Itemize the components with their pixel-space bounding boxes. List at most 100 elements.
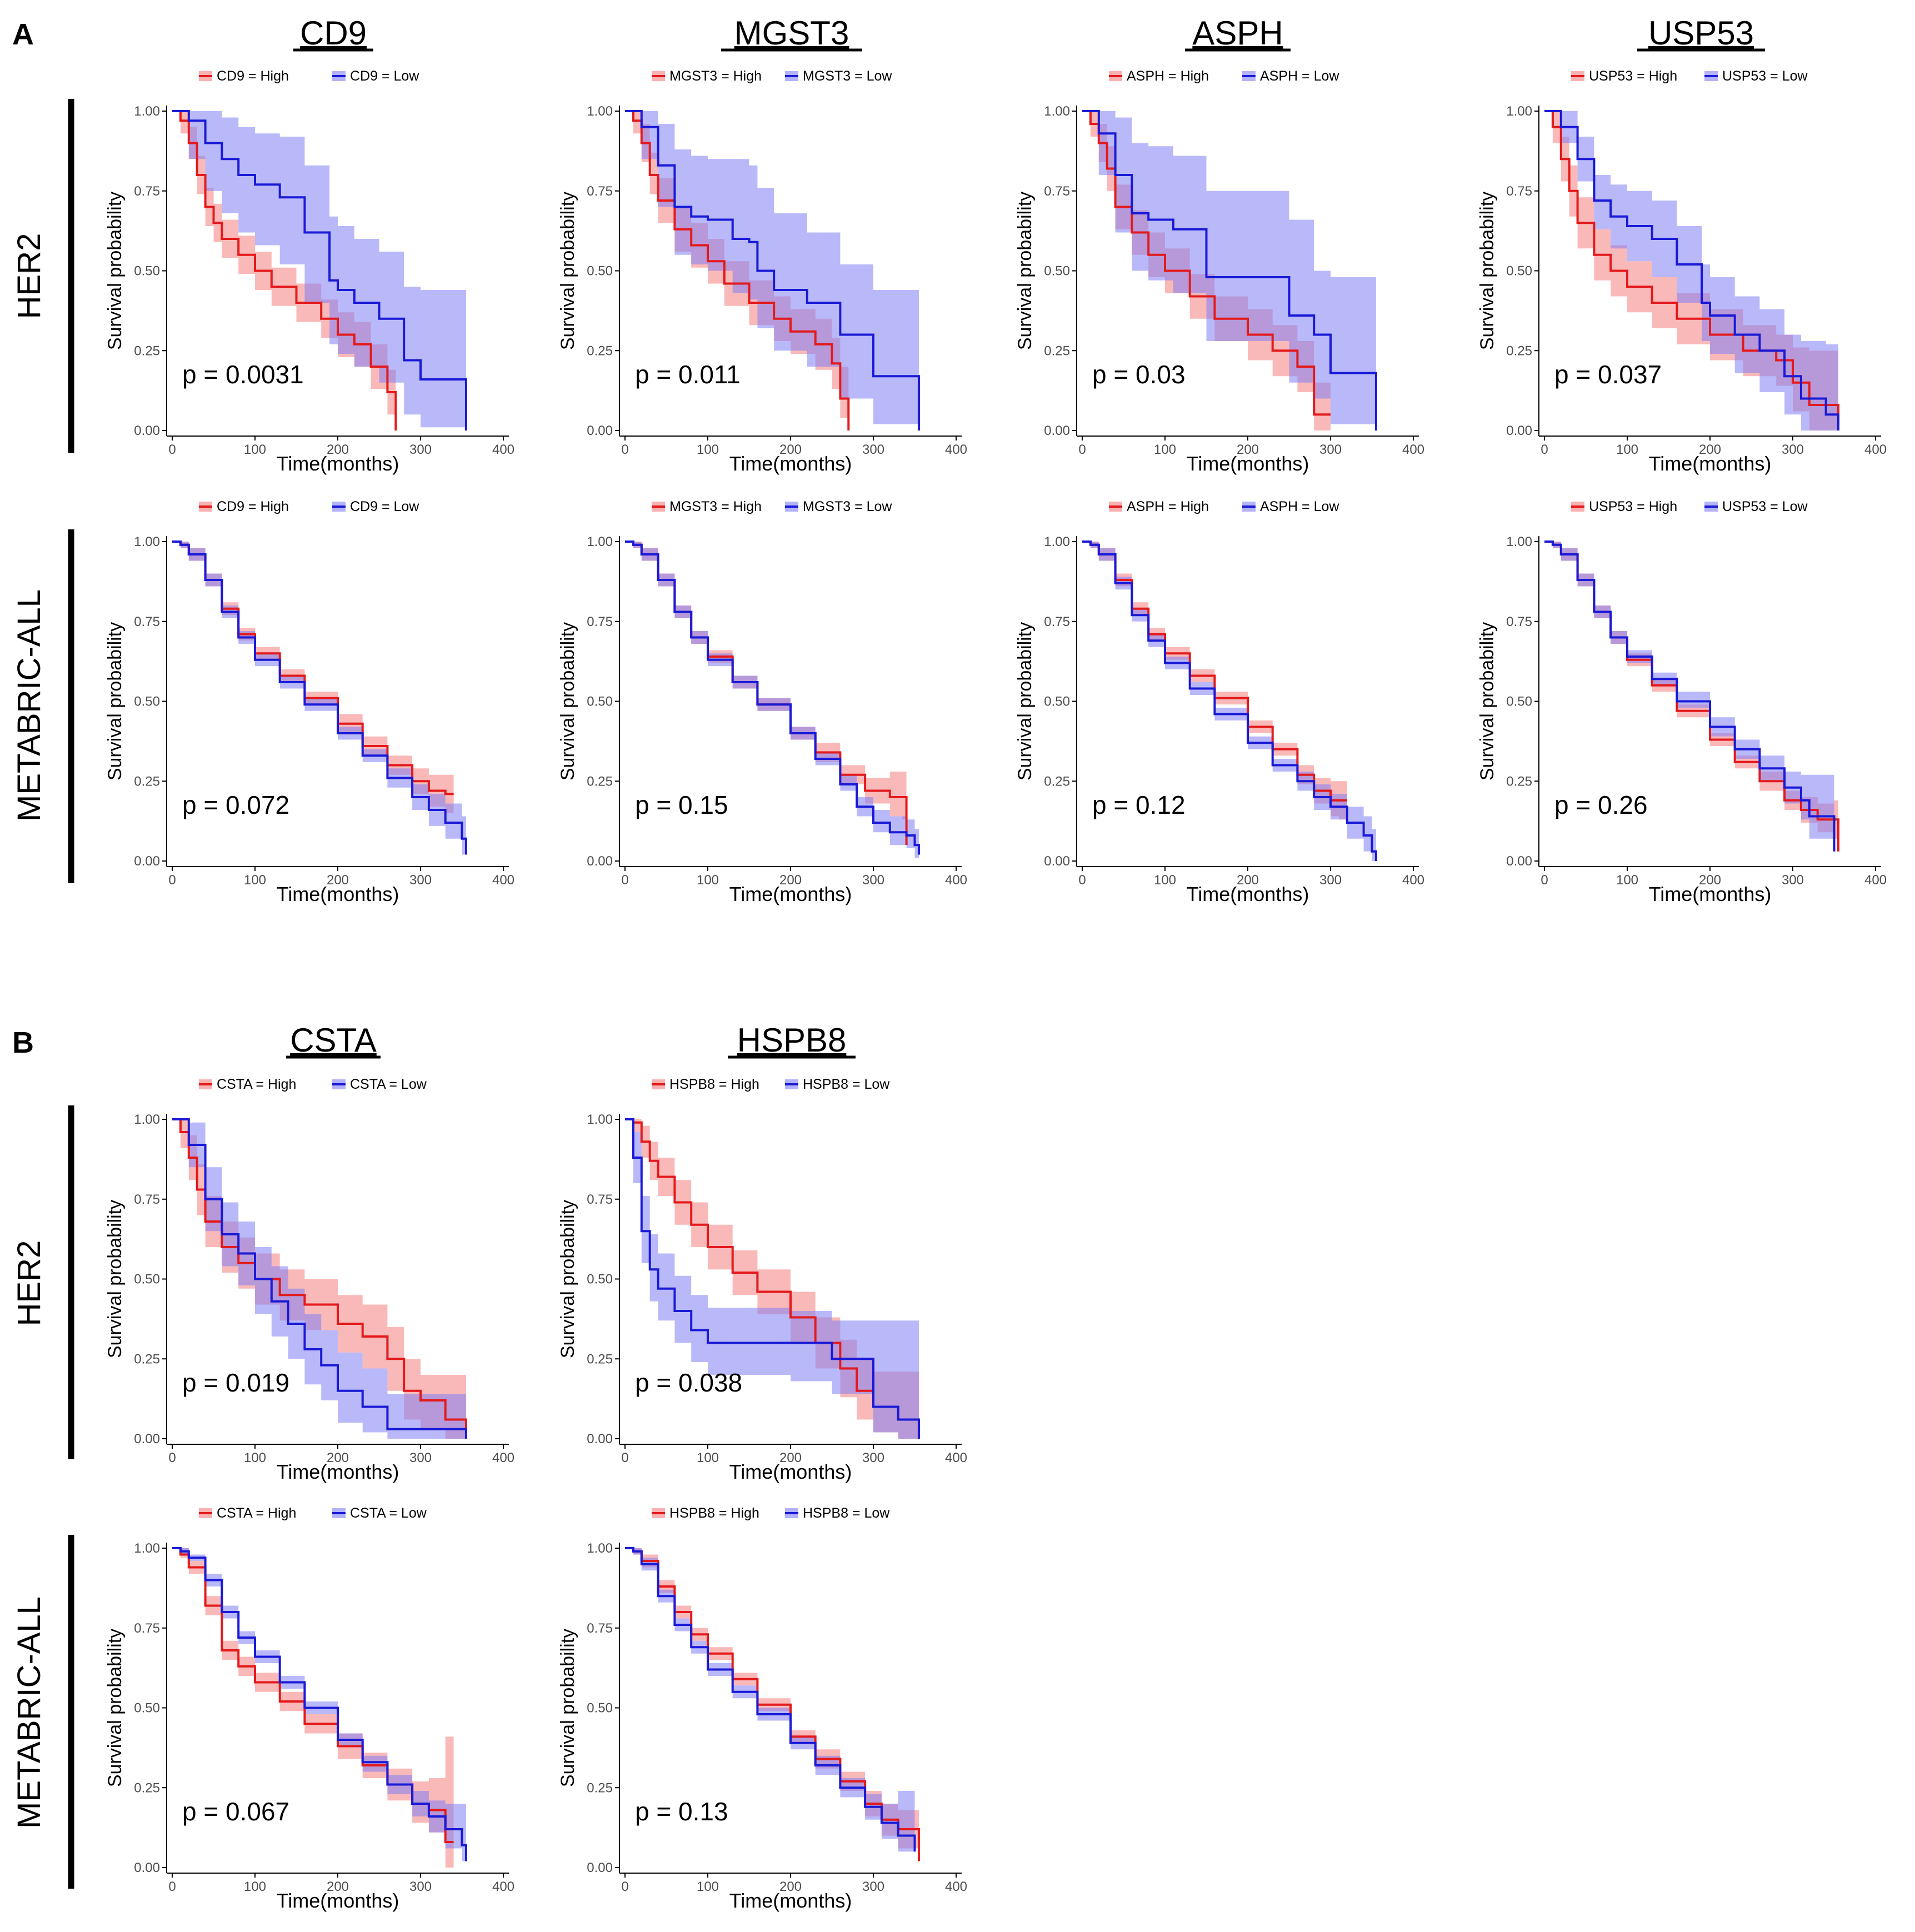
y-axis-title: Survival probability <box>104 1200 126 1358</box>
y-tick-label: 0.75 <box>1044 614 1070 629</box>
gene-title: ASPH <box>1192 14 1283 52</box>
y-tick-label: 0.50 <box>1506 264 1532 279</box>
ci-band-low <box>625 542 919 861</box>
gene-header-cd9: CD9 <box>293 14 373 52</box>
legend: CD9 = High CD9 = Low <box>199 499 419 514</box>
legend-key-low: MGST3 = Low <box>785 68 892 84</box>
x-tick-label: 100 <box>697 873 719 888</box>
x-tick-label: 400 <box>1402 873 1424 888</box>
y-axis-title: Survival probability <box>557 1629 578 1787</box>
km-plot-usp53-metabric: USP53 = High USP53 = Low 0.00 0.25 0.50 0.75 1… <box>1477 499 1887 905</box>
legend-label-high: MGST3 = High <box>669 499 762 514</box>
survival-curve-low <box>172 540 467 855</box>
x-tick-label: 300 <box>1782 873 1804 888</box>
x-tick-label: 100 <box>1616 873 1638 888</box>
y-axis-title: Survival probability <box>1477 622 1498 780</box>
legend-key-low: ASPH = Low <box>1242 68 1339 84</box>
x-axis-title: Time(months) <box>1187 452 1309 475</box>
km-plot-mgst3-metabric: MGST3 = High MGST3 = Low 0.00 0.25 0.50 0.75 1… <box>557 499 967 905</box>
survival-curve-high <box>1544 110 1839 431</box>
km-plot-csta-her2: CSTA = High CSTA = Low 0.00 0.25 0.50 0.75 1.0… <box>104 1077 514 1483</box>
x-tick-label: 400 <box>945 873 967 888</box>
y-tick-label: 0.50 <box>587 1272 613 1287</box>
y-tick-label: 0.50 <box>587 694 613 709</box>
legend-label-low: MGST3 = Low <box>803 499 892 514</box>
y-tick-label: 0.00 <box>1044 423 1070 438</box>
y-tick-label: 0.75 <box>1506 184 1532 199</box>
x-axis-title: Time(months) <box>1187 883 1309 905</box>
y-tick-label: 0.25 <box>1506 774 1532 789</box>
ci-band-low <box>1082 111 1376 431</box>
p-value-label: p = 0.13 <box>635 1797 728 1826</box>
gene-header-usp53: USP53 <box>1637 14 1765 52</box>
ci-band-low <box>172 111 466 431</box>
legend-key-high: HSPB8 = High <box>652 1077 759 1092</box>
survival-curve-high <box>1082 110 1331 416</box>
p-value-label: p = 0.037 <box>1554 360 1662 389</box>
y-tick-label: 0.50 <box>587 264 613 279</box>
y-tick-label: 0.00 <box>587 854 613 869</box>
y-axis-title: Survival probability <box>104 622 126 780</box>
legend-label-high: CD9 = High <box>217 68 289 84</box>
x-tick-label: 100 <box>244 442 266 457</box>
legend-key-high: CSTA = High <box>199 1505 296 1521</box>
x-tick-label: 300 <box>1319 442 1342 457</box>
legend-key-low: CSTA = Low <box>332 1505 427 1521</box>
x-tick-label: 200 <box>779 873 802 888</box>
legend-label-high: CD9 = High <box>217 499 289 514</box>
x-tick-label: 200 <box>1699 873 1721 888</box>
legend-label-high: CSTA = High <box>217 1505 296 1521</box>
x-tick-label: 0 <box>1078 873 1086 888</box>
legend-key-low: USP53 = Low <box>1704 68 1808 84</box>
y-axis-title: Survival probability <box>104 1629 126 1787</box>
y-tick-label: 0.75 <box>1044 184 1070 199</box>
x-tick-label: 400 <box>492 1879 514 1894</box>
gene-title: MGST3 <box>734 14 849 52</box>
y-axis-title: Survival probability <box>104 192 126 350</box>
y-tick-label: 1.00 <box>1506 104 1532 119</box>
x-tick-label: 300 <box>1319 873 1342 888</box>
p-value-label: p = 0.12 <box>1092 790 1186 819</box>
legend-key-low: USP53 = Low <box>1704 499 1808 514</box>
x-axis-title: Time(months) <box>277 1889 399 1912</box>
y-tick-label: 0.50 <box>134 694 160 709</box>
legend-label-low: CD9 = Low <box>350 68 419 84</box>
y-tick-label: 1.00 <box>587 1541 613 1556</box>
p-value-label: p = 0.067 <box>182 1797 289 1826</box>
survival-curve-high <box>625 110 850 431</box>
km-plot-asph-metabric: ASPH = High ASPH = Low 0.00 0.25 0.50 0.75 1.0… <box>1014 499 1424 905</box>
x-tick-label: 200 <box>779 1450 802 1465</box>
p-value-label: p = 0.038 <box>635 1368 742 1397</box>
legend-label-low: MGST3 = Low <box>803 68 892 84</box>
y-tick-label: 0.00 <box>134 423 160 438</box>
legend-key-high: MGST3 = High <box>652 499 762 514</box>
y-tick-label: 1.00 <box>1506 534 1532 549</box>
legend: HSPB8 = High HSPB8 = Low <box>652 1505 890 1521</box>
x-axis-title: Time(months) <box>1649 452 1772 475</box>
y-tick-label: 1.00 <box>134 1112 160 1127</box>
x-tick-label: 100 <box>244 873 266 888</box>
x-tick-label: 0 <box>1541 442 1548 457</box>
km-plot-mgst3-her2: MGST3 = High MGST3 = Low 0.00 0.25 0.50 0.75 1… <box>557 68 967 475</box>
x-tick-label: 0 <box>168 873 176 888</box>
y-axis-title: Survival probability <box>1014 622 1036 780</box>
survival-curve-high <box>172 1118 467 1439</box>
legend: ASPH = High ASPH = Low <box>1109 68 1339 84</box>
x-tick-label: 0 <box>1541 873 1548 888</box>
x-axis-title: Time(months) <box>277 883 399 905</box>
y-tick-label: 0.75 <box>134 1621 160 1636</box>
y-tick-label: 0.00 <box>134 1860 160 1875</box>
y-tick-label: 0.25 <box>587 774 613 789</box>
y-tick-label: 0.00 <box>1044 854 1070 869</box>
y-tick-label: 0.75 <box>587 614 613 629</box>
y-tick-label: 0.25 <box>134 774 160 789</box>
y-tick-label: 1.00 <box>587 104 613 119</box>
x-tick-label: 400 <box>1402 442 1424 457</box>
survival-curve-low <box>172 110 467 431</box>
legend-key-low: HSPB8 = Low <box>785 1505 890 1521</box>
x-tick-label: 200 <box>1237 442 1259 457</box>
x-tick-label: 200 <box>779 1879 802 1894</box>
y-tick-label: 1.00 <box>587 1112 613 1127</box>
y-tick-label: 0.25 <box>587 1352 613 1367</box>
y-tick-label: 0.25 <box>134 1780 160 1795</box>
